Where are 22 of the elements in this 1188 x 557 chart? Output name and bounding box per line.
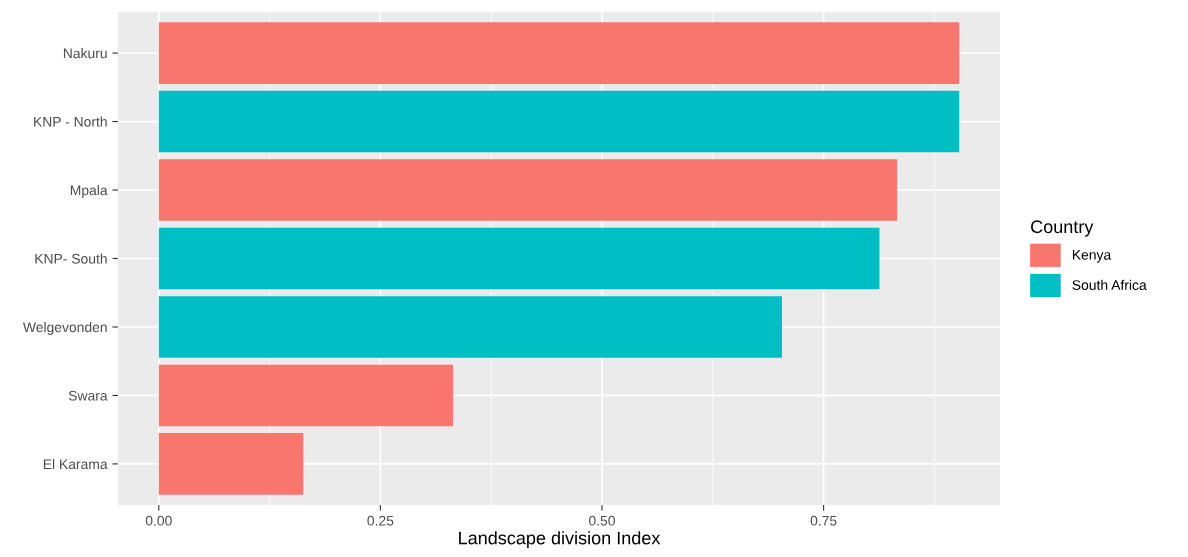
y-tick-label: Swara	[68, 390, 108, 401]
legend-label: Kenya	[1072, 250, 1112, 263]
x-tick-label: 0.00	[145, 515, 172, 526]
x-axis-title: Landscape division Index	[459, 531, 661, 548]
bar	[158, 22, 960, 84]
bar	[158, 159, 898, 221]
bar	[158, 90, 960, 153]
x-tick-label: 0.75	[810, 515, 837, 526]
bar	[158, 433, 304, 495]
y-tick-label: Welgevonden	[22, 321, 107, 335]
bar	[158, 364, 454, 427]
bar	[158, 296, 782, 358]
legend-title: Country	[1031, 220, 1094, 237]
y-tick-label: KNP- South	[35, 253, 107, 264]
y-tick-label: Mpala	[70, 185, 108, 198]
y-tick-label: Nakuru	[63, 48, 107, 59]
y-tick-label: KNP - North	[34, 116, 107, 127]
bar	[158, 227, 880, 290]
x-tick-label: 0.50	[589, 515, 615, 526]
legend-label: South Africa	[1072, 279, 1147, 290]
y-tick-label: El Karama	[43, 458, 108, 470]
x-tick-label: 0.25	[367, 515, 394, 526]
